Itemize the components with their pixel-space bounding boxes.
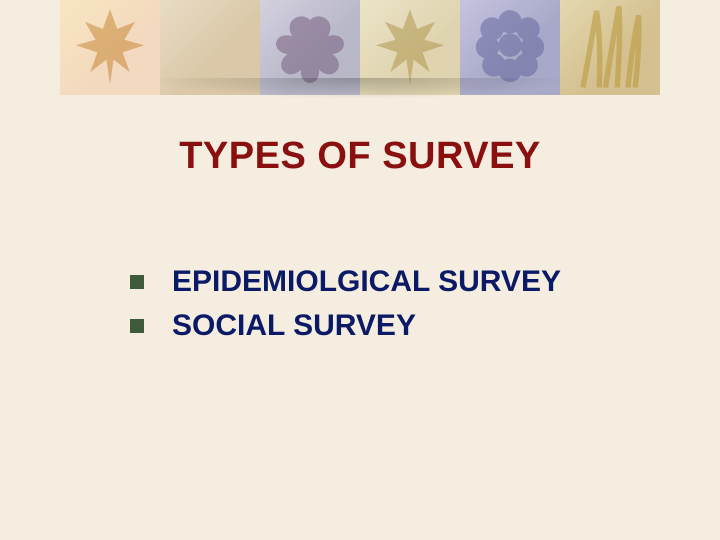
bullet-label: EPIDEMIOLGICAL SURVEY: [172, 265, 561, 299]
list-item: SOCIAL SURVEY: [130, 309, 561, 343]
bullet-label: SOCIAL SURVEY: [172, 309, 416, 343]
bullet-list: EPIDEMIOLGICAL SURVEY SOCIAL SURVEY: [130, 265, 561, 353]
decorative-banner: [60, 0, 660, 95]
slide-title: TYPES OF SURVEY: [0, 135, 720, 178]
bullet-icon: [130, 319, 144, 333]
bullet-icon: [130, 275, 144, 289]
list-item: EPIDEMIOLGICAL SURVEY: [130, 265, 561, 299]
